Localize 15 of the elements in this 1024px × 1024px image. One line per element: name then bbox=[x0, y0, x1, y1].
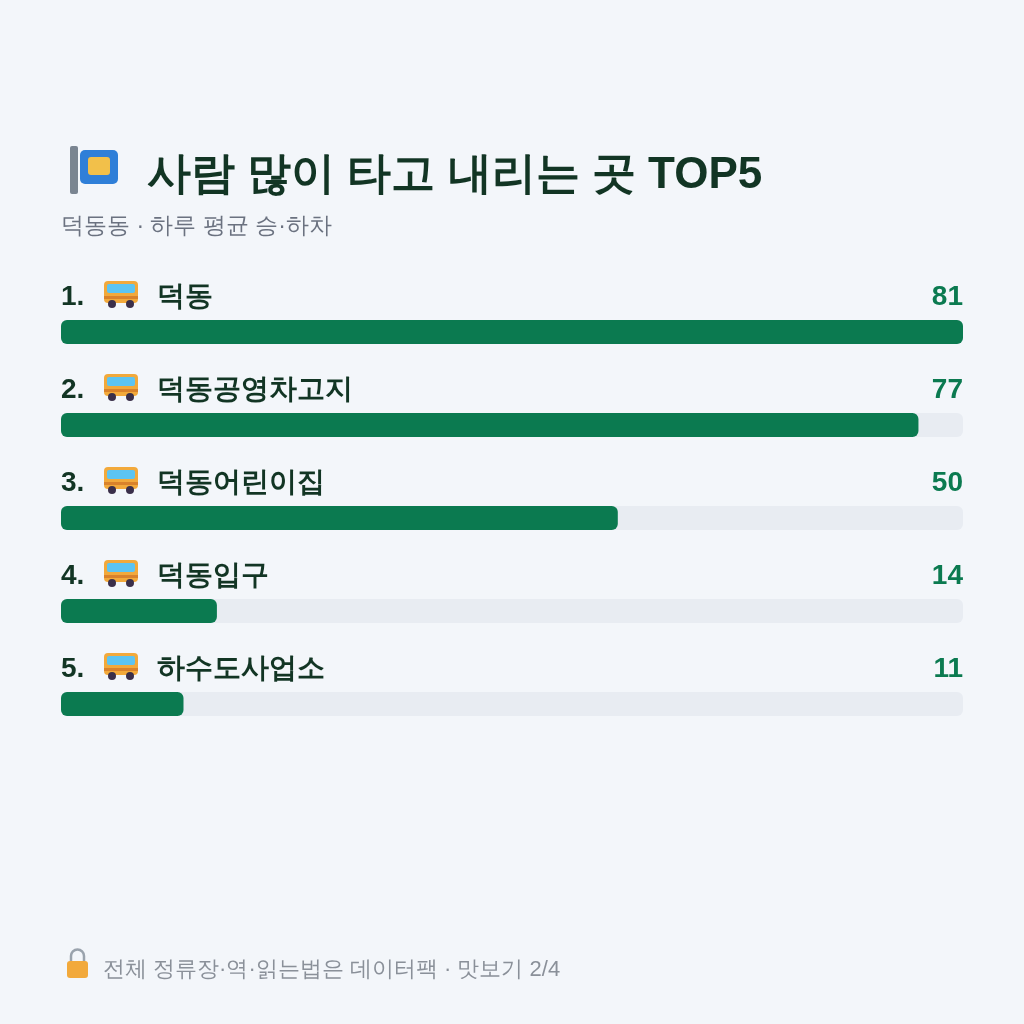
category-label: 2. 덕동공영차고지 bbox=[61, 373, 353, 404]
bar bbox=[61, 692, 184, 716]
category-label: 5. 하수도사업소 bbox=[61, 652, 325, 683]
data-label: 77 bbox=[931, 373, 963, 404]
data-label: 81 bbox=[931, 280, 963, 311]
category-label: 4. 덕동입구 bbox=[61, 559, 269, 590]
chart-subtitle: 덕동동 · 하루 평균 승·하차 bbox=[61, 212, 332, 238]
bar bbox=[61, 599, 217, 623]
chart-title: 사람 많이 타고 내리는 곳 TOP5 bbox=[147, 148, 763, 197]
data-label: 50 bbox=[931, 466, 963, 497]
data-label: 14 bbox=[931, 559, 964, 590]
data-label: 11 bbox=[933, 652, 963, 683]
category-label: 3. 덕동어린이집 bbox=[61, 466, 325, 497]
category-label: 1. 덕동 bbox=[61, 280, 213, 311]
text: 전체 정류장·역·읽는법은 데이터팩 · 맛보기 2/4 bbox=[103, 956, 561, 981]
